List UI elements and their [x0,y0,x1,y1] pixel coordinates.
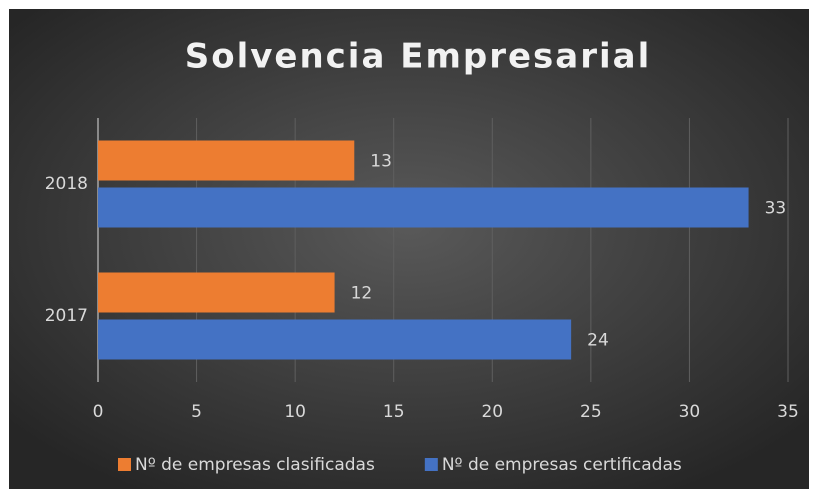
x-tick-label: 0 [93,402,104,422]
x-tick-label: 30 [679,402,701,422]
x-tick-label: 10 [284,402,306,422]
y-tick-label: 2018 [45,174,88,194]
legend-label: Nº de empresas clasificadas [135,455,375,475]
legend-swatch [424,458,438,471]
x-tick-label: 5 [191,402,202,422]
data-label: 13 [370,152,392,172]
x-tick-label: 35 [777,402,799,422]
bar [98,140,355,181]
bar [98,272,335,313]
x-tick-label: 15 [383,402,405,422]
bar [98,319,572,360]
legend-swatch [118,458,131,471]
x-tick-label: 25 [580,402,602,422]
data-label: 33 [765,199,787,219]
x-tick-label: 20 [481,402,503,422]
data-label: 24 [587,331,609,351]
chart-background [9,9,809,489]
legend-label: Nº de empresas certificadas [442,455,682,475]
y-tick-label: 2017 [45,306,88,326]
data-label: 12 [351,284,373,304]
chart-title: Solvencia Empresarial [185,37,652,77]
bar [98,187,749,228]
